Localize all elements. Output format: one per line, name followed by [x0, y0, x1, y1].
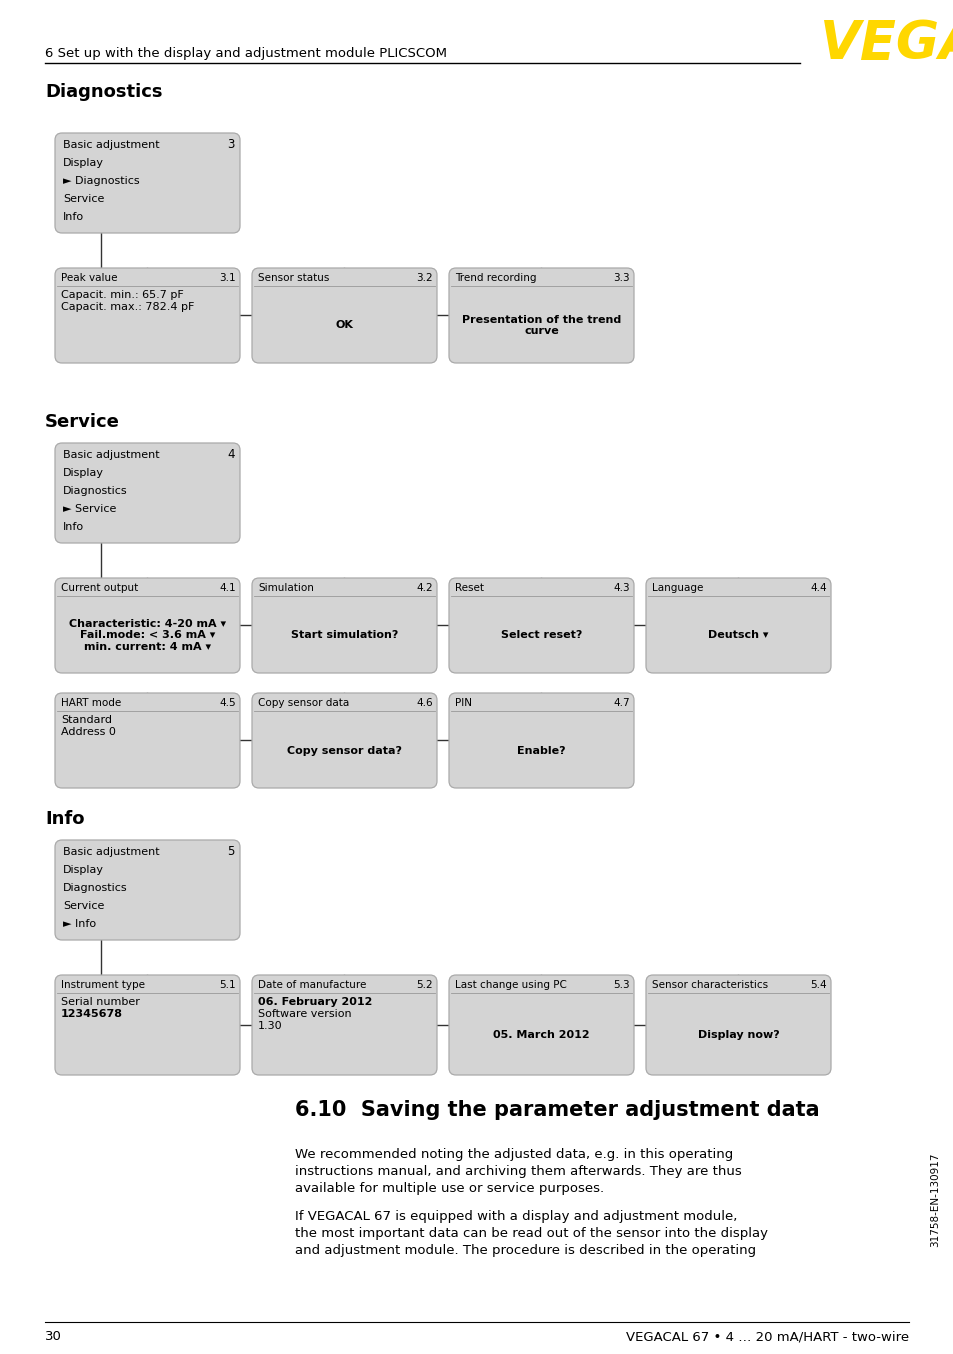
Text: Address 0: Address 0 [61, 727, 115, 737]
Text: Sensor status: Sensor status [257, 274, 329, 283]
Text: Standard: Standard [61, 715, 112, 724]
Text: 5.3: 5.3 [613, 980, 629, 990]
Text: 4.5: 4.5 [219, 699, 235, 708]
Text: 5: 5 [228, 845, 234, 858]
Text: Display: Display [63, 468, 104, 478]
Text: 3.1: 3.1 [219, 274, 235, 283]
Text: Diagnostics: Diagnostics [63, 883, 128, 894]
Text: ► Service: ► Service [63, 504, 116, 515]
FancyBboxPatch shape [449, 693, 634, 788]
FancyBboxPatch shape [55, 975, 240, 1075]
FancyBboxPatch shape [55, 578, 240, 673]
Text: available for multiple use or service purposes.: available for multiple use or service pu… [294, 1182, 603, 1196]
Text: and adjustment module. The procedure is described in the operating: and adjustment module. The procedure is … [294, 1244, 756, 1257]
Text: Service: Service [63, 900, 104, 911]
Text: 5.2: 5.2 [416, 980, 433, 990]
Text: Info: Info [63, 213, 84, 222]
Text: Display now?: Display now? [697, 1030, 779, 1040]
Text: Basic adjustment: Basic adjustment [63, 848, 159, 857]
FancyBboxPatch shape [55, 268, 240, 363]
Text: the most important data can be read out of the sensor into the display: the most important data can be read out … [294, 1227, 767, 1240]
Text: 5.4: 5.4 [809, 980, 826, 990]
Text: Software version: Software version [257, 1009, 352, 1020]
Text: Basic adjustment: Basic adjustment [63, 450, 159, 460]
Text: Reset: Reset [455, 584, 483, 593]
FancyBboxPatch shape [55, 443, 240, 543]
Text: ► Diagnostics: ► Diagnostics [63, 176, 139, 185]
Text: Characteristic: 4-20 mA ▾
Fail.mode: < 3.6 mA ▾
min. current: 4 mA ▾: Characteristic: 4-20 mA ▾ Fail.mode: < 3… [69, 619, 226, 653]
Text: Service: Service [45, 413, 120, 431]
Text: 05. March 2012: 05. March 2012 [493, 1030, 589, 1040]
Text: 3.3: 3.3 [613, 274, 629, 283]
Text: 12345678: 12345678 [61, 1009, 123, 1020]
Text: 3: 3 [228, 138, 234, 152]
Text: Display: Display [63, 158, 104, 168]
Text: Service: Service [63, 194, 104, 204]
Text: Instrument type: Instrument type [61, 980, 145, 990]
Text: Peak value: Peak value [61, 274, 117, 283]
Text: 4.4: 4.4 [809, 584, 826, 593]
Text: Capacit. min.: 65.7 pF: Capacit. min.: 65.7 pF [61, 290, 184, 301]
Text: Deutsch ▾: Deutsch ▾ [707, 631, 768, 640]
Text: 4.2: 4.2 [416, 584, 433, 593]
Text: VEGACAL 67 • 4 … 20 mA/HART - two-wire: VEGACAL 67 • 4 … 20 mA/HART - two-wire [625, 1330, 908, 1343]
FancyBboxPatch shape [55, 133, 240, 233]
FancyBboxPatch shape [252, 693, 436, 788]
Text: Trend recording: Trend recording [455, 274, 536, 283]
Text: Current output: Current output [61, 584, 138, 593]
FancyBboxPatch shape [252, 975, 436, 1075]
Text: Diagnostics: Diagnostics [63, 486, 128, 496]
Text: Diagnostics: Diagnostics [45, 83, 162, 102]
Text: instructions manual, and archiving them afterwards. They are thus: instructions manual, and archiving them … [294, 1164, 741, 1178]
Text: 6.10  Saving the parameter adjustment data: 6.10 Saving the parameter adjustment dat… [294, 1099, 819, 1120]
Text: Select reset?: Select reset? [500, 631, 581, 640]
Text: 4: 4 [227, 448, 234, 460]
Text: Enable?: Enable? [517, 746, 565, 756]
FancyBboxPatch shape [449, 578, 634, 673]
Text: Sensor characteristics: Sensor characteristics [651, 980, 767, 990]
Text: ► Info: ► Info [63, 919, 96, 929]
Text: 4.1: 4.1 [219, 584, 235, 593]
Text: HART mode: HART mode [61, 699, 121, 708]
FancyBboxPatch shape [449, 268, 634, 363]
Text: 5.1: 5.1 [219, 980, 235, 990]
FancyBboxPatch shape [252, 268, 436, 363]
Text: Copy sensor data?: Copy sensor data? [287, 746, 401, 756]
Text: 31758-EN-130917: 31758-EN-130917 [929, 1152, 939, 1247]
FancyBboxPatch shape [645, 975, 830, 1075]
Text: Info: Info [63, 523, 84, 532]
Text: PIN: PIN [455, 699, 472, 708]
Text: Last change using PC: Last change using PC [455, 980, 566, 990]
FancyBboxPatch shape [252, 578, 436, 673]
Text: Info: Info [45, 810, 85, 829]
Text: Language: Language [651, 584, 702, 593]
Text: VEGA: VEGA [820, 18, 953, 70]
Text: 4.3: 4.3 [613, 584, 629, 593]
Text: Simulation: Simulation [257, 584, 314, 593]
Text: 30: 30 [45, 1330, 62, 1343]
Text: 6 Set up with the display and adjustment module PLICSCOM: 6 Set up with the display and adjustment… [45, 47, 447, 60]
Text: If VEGACAL 67 is equipped with a display and adjustment module,: If VEGACAL 67 is equipped with a display… [294, 1210, 737, 1223]
Text: Display: Display [63, 865, 104, 875]
Text: Start simulation?: Start simulation? [291, 631, 397, 640]
Text: Serial number: Serial number [61, 997, 140, 1007]
Text: We recommended noting the adjusted data, e.g. in this operating: We recommended noting the adjusted data,… [294, 1148, 733, 1160]
FancyBboxPatch shape [645, 578, 830, 673]
Text: 3.2: 3.2 [416, 274, 433, 283]
Text: Date of manufacture: Date of manufacture [257, 980, 366, 990]
FancyBboxPatch shape [55, 839, 240, 940]
Text: 4.6: 4.6 [416, 699, 433, 708]
Text: Capacit. max.: 782.4 pF: Capacit. max.: 782.4 pF [61, 302, 194, 311]
Text: Copy sensor data: Copy sensor data [257, 699, 349, 708]
FancyBboxPatch shape [55, 693, 240, 788]
Text: 06. February 2012: 06. February 2012 [257, 997, 372, 1007]
FancyBboxPatch shape [449, 975, 634, 1075]
Text: Basic adjustment: Basic adjustment [63, 139, 159, 150]
Text: 4.7: 4.7 [613, 699, 629, 708]
Text: 1.30: 1.30 [257, 1021, 282, 1030]
Text: OK: OK [335, 321, 353, 330]
Text: Presentation of the trend
curve: Presentation of the trend curve [461, 314, 620, 336]
